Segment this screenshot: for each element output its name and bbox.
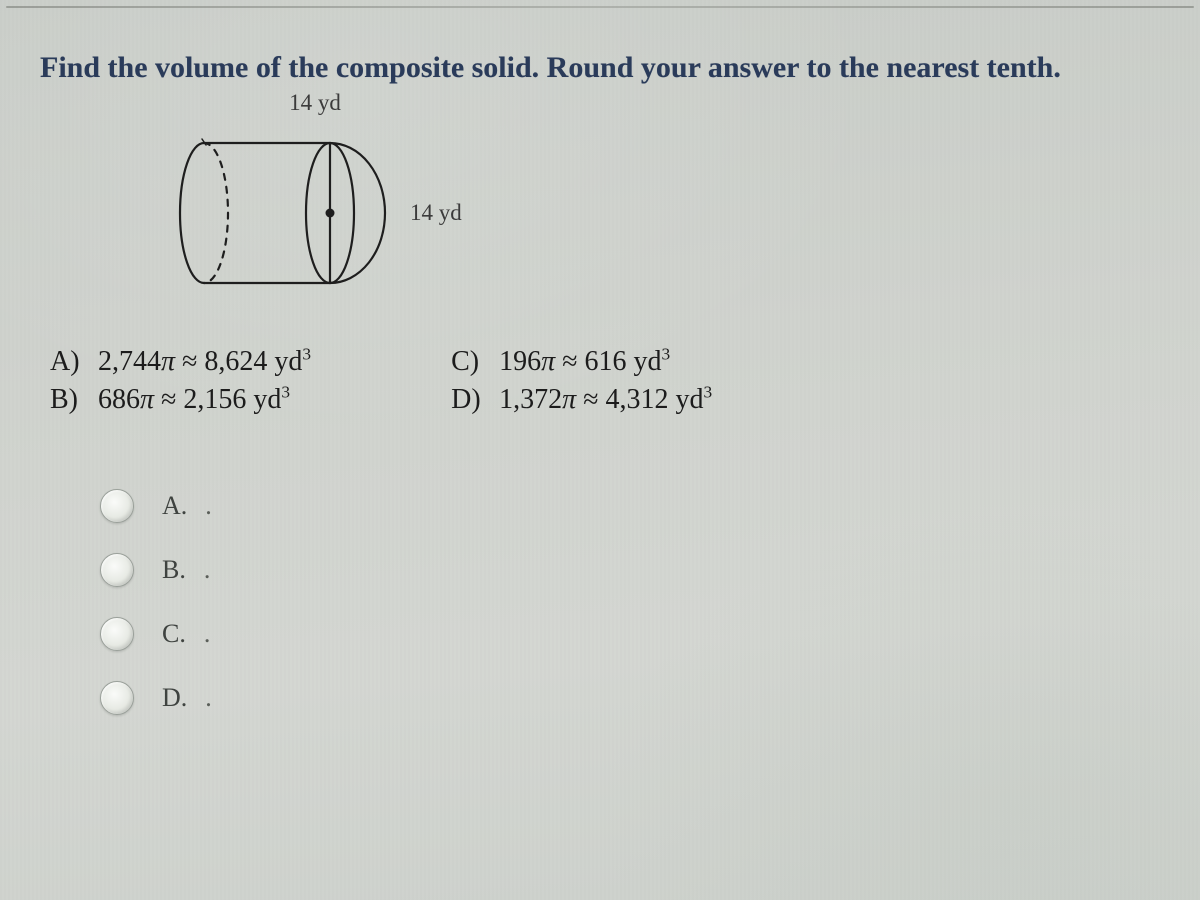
choice-b[interactable]: B. . <box>100 553 1160 587</box>
answer-letter: B) <box>50 382 84 418</box>
answer-option-a: A) 2,744π ≈ 8,624 yd3 <box>50 344 311 380</box>
choice-a[interactable]: A. . <box>100 489 1160 523</box>
answers-right-column: C) 196π ≈ 616 yd3 D) 1,372π ≈ 4,312 yd3 <box>451 344 712 419</box>
answer-letter: A) <box>50 344 84 380</box>
choice-label: C. <box>162 619 186 649</box>
composite-solid-figure <box>170 118 400 308</box>
answer-option-b: B) 686π ≈ 2,156 yd3 <box>50 382 311 418</box>
answers-left-column: A) 2,744π ≈ 8,624 yd3 B) 686π ≈ 2,156 yd… <box>50 344 311 419</box>
dot-icon: . <box>205 491 212 521</box>
radio-icon[interactable] <box>100 617 134 651</box>
figure-container: 14 yd 14 yd <box>170 90 490 308</box>
radio-icon[interactable] <box>100 553 134 587</box>
answer-option-c: C) 196π ≈ 616 yd3 <box>451 344 712 380</box>
dot-icon: . <box>204 619 211 649</box>
radio-icon[interactable] <box>100 489 134 523</box>
choice-label: D. <box>162 683 187 713</box>
radio-choices: A. . B. . C. . D. . <box>100 489 1160 715</box>
answer-options: A) 2,744π ≈ 8,624 yd3 B) 686π ≈ 2,156 yd… <box>50 344 1160 419</box>
answer-letter: C) <box>451 344 485 380</box>
answer-expression: 1,372π ≈ 4,312 yd3 <box>499 382 712 418</box>
answer-expression: 196π ≈ 616 yd3 <box>499 344 670 380</box>
choice-d[interactable]: D. . <box>100 681 1160 715</box>
answer-letter: D) <box>451 382 485 418</box>
figure-top-label: 14 yd <box>140 90 490 116</box>
figure-row: 14 yd <box>170 118 490 308</box>
choice-label: B. <box>162 555 186 585</box>
choice-label: A. <box>162 491 187 521</box>
radio-icon[interactable] <box>100 681 134 715</box>
question-page: Find the volume of the composite solid. … <box>0 0 1200 900</box>
question-prompt: Find the volume of the composite solid. … <box>40 50 1160 86</box>
dot-icon: . <box>205 683 212 713</box>
answer-expression: 2,744π ≈ 8,624 yd3 <box>98 344 311 380</box>
dot-icon: . <box>204 555 211 585</box>
answer-expression: 686π ≈ 2,156 yd3 <box>98 382 290 418</box>
figure-side-label: 14 yd <box>410 200 462 226</box>
answer-option-d: D) 1,372π ≈ 4,312 yd3 <box>451 382 712 418</box>
choice-c[interactable]: C. . <box>100 617 1160 651</box>
